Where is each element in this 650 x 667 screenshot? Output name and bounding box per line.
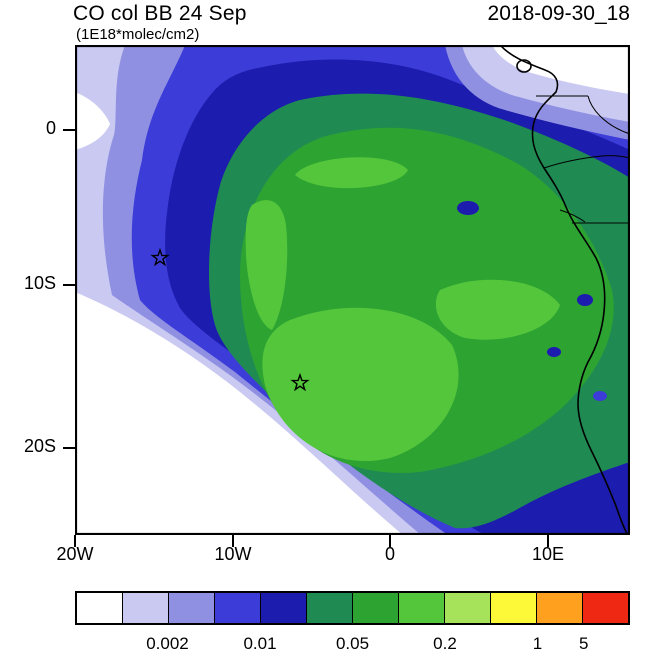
- contour-spot: [593, 391, 607, 401]
- colorbar-cell: [537, 593, 583, 623]
- colorbar-cell: [491, 593, 537, 623]
- star-marker: [290, 372, 310, 392]
- y-axis-tick: [63, 284, 75, 286]
- contour-region: [295, 157, 408, 189]
- colorbar-cell: [77, 593, 123, 623]
- x-axis-tick: [547, 535, 549, 547]
- contour-region: [75, 92, 110, 150]
- contour-region: [435, 279, 560, 340]
- colorbar-cell: [307, 593, 353, 623]
- island-outline: [516, 59, 532, 73]
- colorbar-cell: [215, 593, 261, 623]
- map-frame: [75, 45, 630, 535]
- xtick-label-10e: 10E: [531, 544, 565, 564]
- coastline: [499, 45, 629, 535]
- colorbar-cell: [399, 593, 445, 623]
- colorbar-tick-label: 0.2: [433, 634, 457, 653]
- contour-region: [492, 45, 630, 94]
- x-axis-tick: [232, 535, 234, 547]
- colorbar-cell: [445, 593, 491, 623]
- country-border: [536, 95, 630, 224]
- colorbar-tick-label: 5: [579, 634, 589, 653]
- contour-region: [245, 200, 288, 330]
- star-marker: [150, 247, 170, 267]
- plot-title: CO col BB 24 Sep: [73, 2, 247, 25]
- colorbar-tick-label: 0.002: [146, 634, 189, 653]
- contour-region: [262, 307, 459, 461]
- y-axis-tick: [63, 129, 75, 131]
- contour-spot: [577, 294, 593, 306]
- xtick-label-0: 0: [384, 544, 395, 564]
- colorbar-tick-label: 0.01: [243, 634, 277, 653]
- xtick-label-10w: 10W: [214, 544, 252, 564]
- x-axis-tick: [74, 535, 76, 547]
- colorbar-cell: [169, 593, 215, 623]
- contour-map: [75, 45, 630, 535]
- units-label: (1E18*molec/cm2): [76, 26, 200, 43]
- colorbar: [75, 591, 630, 625]
- ytick-label-20s: 20S: [23, 436, 56, 456]
- valid-time: 2018-09-30_18: [487, 2, 630, 25]
- colorbar-tick-label: 1: [532, 634, 543, 653]
- contour-spot: [457, 201, 479, 215]
- contour-spot: [547, 347, 561, 357]
- ytick-label-10s: 10S: [23, 273, 56, 293]
- colorbar-tick-label: 0.05: [335, 634, 370, 653]
- x-axis-tick: [389, 535, 391, 547]
- xtick-label-20w: 20W: [56, 544, 94, 564]
- ytick-label-0: 0: [45, 118, 56, 138]
- colorbar-cell: [353, 593, 399, 623]
- colorbar-cell: [261, 593, 307, 623]
- colorbar-cell: [583, 593, 628, 623]
- colorbar-cell: [123, 593, 169, 623]
- y-axis-tick: [63, 447, 75, 449]
- star-markers: [150, 247, 310, 392]
